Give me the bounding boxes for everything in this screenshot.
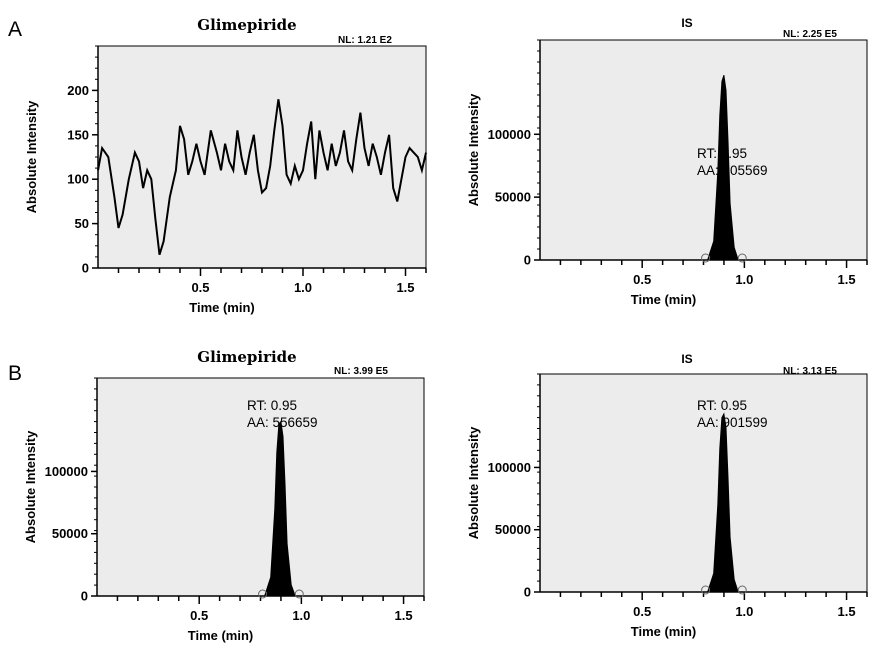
x-tick-label: 1.5 [838, 604, 856, 619]
y-tick-label: 0 [524, 253, 531, 268]
x-tick-label: 1.5 [838, 272, 856, 287]
y-tick-label: 150 [67, 127, 89, 142]
series-line [97, 99, 427, 255]
peak-area [707, 75, 739, 261]
plot-area [96, 377, 425, 597]
y-tick-label: 50000 [52, 526, 88, 541]
y-tick-label: 50000 [495, 190, 531, 205]
x-tick-label: 1.0 [294, 280, 312, 295]
x-axis-label: Time (min) [189, 300, 255, 315]
chart-panel-2: IS NL: 2.25 E5 0 50000 100000 0.5 1.0 1.5 Time (… [466, 16, 868, 307]
panel-label-b: B [8, 362, 23, 385]
normalization-level: NL: 3.13 E5 [783, 366, 837, 377]
y-tick-label: 0 [524, 585, 531, 600]
y-tick-label: 50 [75, 216, 89, 231]
peak-start-marker [701, 585, 711, 595]
x-tick-label: 1.5 [396, 280, 414, 295]
panel-label-a: A [8, 18, 23, 41]
normalization-level: NL: 3.99 E5 [334, 366, 388, 377]
y-tick-label: 100000 [488, 460, 531, 475]
peak-start-marker [701, 253, 711, 263]
x-axis-label: Time (min) [188, 628, 254, 643]
y-axis-label: Absolute Intensity [24, 100, 39, 213]
y-tick-label: 0 [81, 589, 88, 604]
chart-panel-4: IS NL: 3.13 E5 0 50000 100000 0.5 1.0 1.5 Time (… [466, 352, 868, 639]
chart-title: Glimepiride [197, 348, 296, 366]
y-tick-label: 100 [67, 172, 89, 187]
x-axis-label: Time (min) [631, 624, 697, 639]
peak-area [264, 420, 296, 597]
y-axis-label: Absolute Intensity [466, 426, 481, 539]
peak-end-marker [294, 589, 304, 599]
x-tick-label: 0.5 [633, 272, 651, 287]
retention-time-label: RT: 0.95 [697, 146, 747, 161]
x-tick-label: 1.0 [735, 604, 753, 619]
y-axis-label: Absolute Intensity [466, 93, 481, 206]
plot-area [97, 45, 427, 269]
area-label: AA: 901599 [697, 415, 768, 430]
retention-time-label: RT: 0.95 [697, 398, 747, 413]
peak-end-marker [737, 585, 747, 595]
y-axis-label: Absolute Intensity [23, 430, 38, 543]
x-tick-label: 0.5 [191, 280, 209, 295]
x-tick-label: 1.5 [395, 608, 413, 623]
chart-panel-1: Glimepiride NL: 1.21 E2 0 50 100 150 200 0.5 1.0… [24, 16, 427, 315]
plot-area [539, 373, 868, 593]
peak-start-marker [258, 589, 268, 599]
area-label: AA: 556659 [247, 415, 318, 430]
chart-title: Glimepiride [197, 16, 296, 34]
y-tick-label: 0 [82, 261, 89, 276]
x-tick-label: 1.0 [292, 608, 310, 623]
x-tick-label: 0.5 [190, 608, 208, 623]
peak-end-marker [737, 253, 747, 263]
y-tick-label: 100000 [45, 464, 88, 479]
y-tick-label: 200 [67, 83, 89, 98]
plot-area [539, 39, 868, 261]
x-tick-label: 0.5 [633, 604, 651, 619]
area-label: AA: 905569 [697, 163, 768, 178]
chart-title: IS [681, 352, 692, 366]
y-tick-label: 50000 [495, 522, 531, 537]
normalization-level: NL: 2.25 E5 [783, 29, 837, 40]
chart-panel-3: Glimepiride NL: 3.99 E5 0 50000 100000 0.5 1.0… [23, 348, 425, 643]
normalization-level: NL: 1.21 E2 [338, 35, 392, 46]
x-tick-label: 1.0 [735, 272, 753, 287]
retention-time-label: RT: 0.95 [247, 398, 297, 413]
peak-area [707, 412, 739, 593]
chart-title: IS [681, 16, 692, 30]
x-axis-label: Time (min) [631, 292, 697, 307]
y-tick-label: 100000 [488, 127, 531, 142]
